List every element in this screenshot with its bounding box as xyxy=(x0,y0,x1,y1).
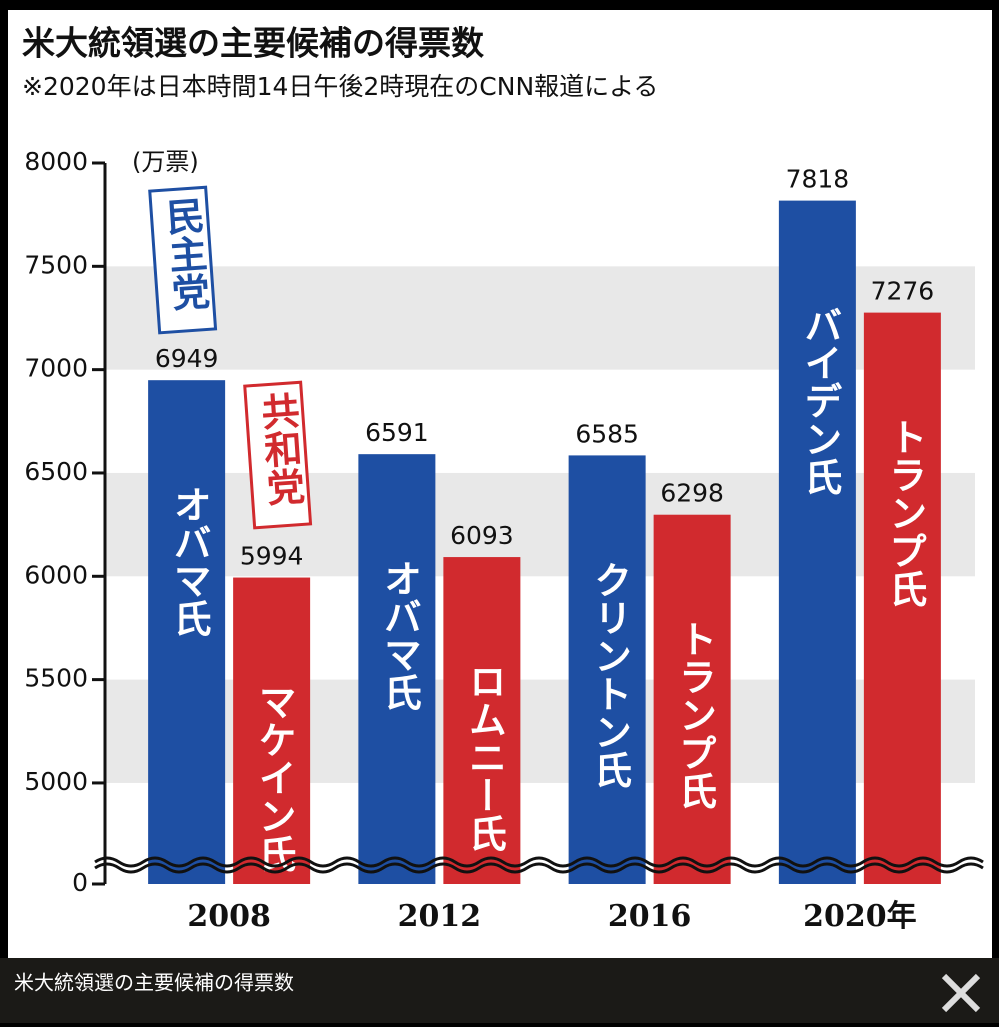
bar xyxy=(778,200,856,885)
bar xyxy=(358,454,436,884)
legend-box xyxy=(148,185,218,335)
y-tick-label: 7000 xyxy=(24,354,88,383)
bar xyxy=(148,380,226,884)
y-tick-label: 7500 xyxy=(24,250,88,279)
value-label: 6591 xyxy=(365,418,429,447)
caption: 米大統領選の主要候補の得票数 xyxy=(14,971,294,995)
y-tick-label: 6500 xyxy=(24,457,88,486)
legend-label: 共和党 xyxy=(254,390,306,507)
value-label: 6298 xyxy=(660,479,724,508)
x-tick-label: 2016 xyxy=(608,899,692,934)
bar xyxy=(653,514,731,884)
y-tick-label: 0 xyxy=(72,868,88,897)
chart-subtitle: ※2020年は日本時間14日午後2時現在のCNN報道による xyxy=(22,72,658,101)
caption-bar xyxy=(0,958,999,1023)
y-axis-label: (万票) xyxy=(132,148,199,176)
legend-item: 民主党 xyxy=(148,185,218,335)
bar-label: マケイン氏 xyxy=(252,683,296,873)
y-tick-label: 5500 xyxy=(24,664,88,693)
bar-label: ロムニー氏 xyxy=(462,662,506,852)
bar xyxy=(233,577,311,884)
axis-break xyxy=(94,856,984,868)
bar-label: バイデン氏 xyxy=(798,306,842,496)
y-tick-label: 6000 xyxy=(24,560,88,589)
axis-break xyxy=(94,862,984,874)
bar-label: オバマ氏 xyxy=(377,559,421,711)
legend-label: 民主党 xyxy=(159,195,211,312)
x-tick-label: 2020年 xyxy=(803,899,917,934)
bar xyxy=(568,455,646,884)
bar-label: オバマ氏 xyxy=(167,485,211,637)
value-label: 6949 xyxy=(155,344,219,373)
bar-label: トランプ氏 xyxy=(673,620,717,810)
value-label: 5994 xyxy=(240,542,304,571)
legend-box xyxy=(243,380,313,530)
value-label: 6093 xyxy=(450,521,514,550)
x-tick-label: 2012 xyxy=(398,899,482,934)
bar xyxy=(863,312,941,885)
chart-title: 米大統領選の主要候補の得票数 xyxy=(22,24,485,63)
plot: 0 5000 5500 6000 6500 7000 7500 8000 2008 6949 オバマ… xyxy=(24,147,941,934)
x-tick-label: 2008 xyxy=(187,899,271,934)
bar-label: クリントン氏 xyxy=(588,560,632,788)
legend-item: 共和党 xyxy=(243,380,313,530)
y-tick-label: 5000 xyxy=(24,767,88,796)
value-label: 6585 xyxy=(575,419,639,448)
value-label: 7276 xyxy=(871,277,935,306)
y-tick-label: 8000 xyxy=(24,147,88,176)
close-button[interactable] xyxy=(941,973,981,1013)
value-label: 7818 xyxy=(786,165,850,194)
bar xyxy=(443,557,521,884)
bar-label: トランプ氏 xyxy=(883,418,927,608)
